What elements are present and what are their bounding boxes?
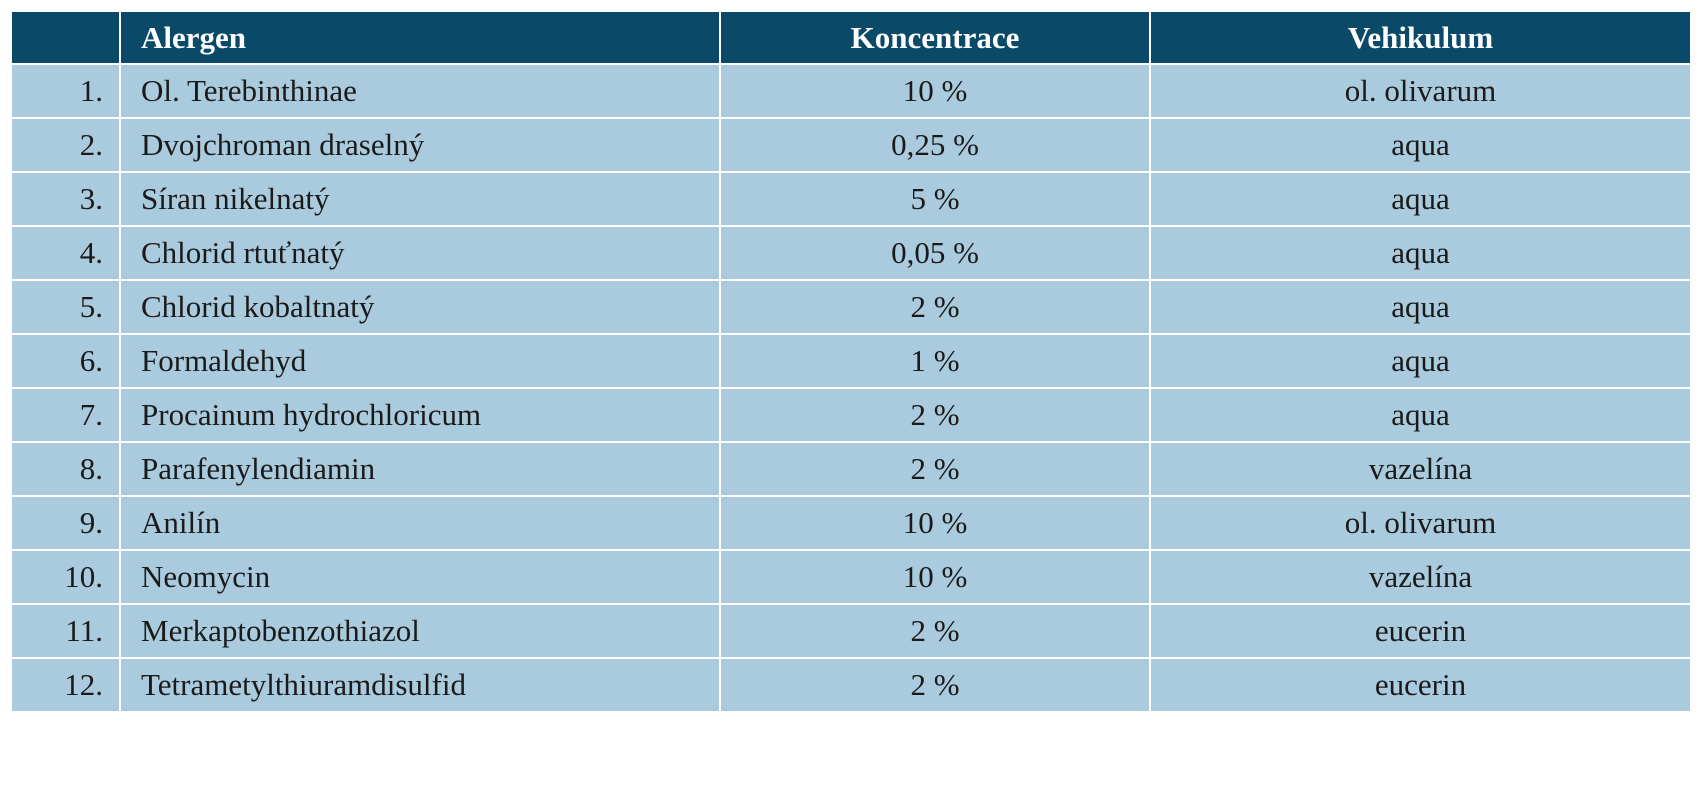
table-row: 4. Chlorid rtuťnatý 0,05 % aqua xyxy=(12,226,1690,281)
vehikulum-cell: vazelína xyxy=(1150,442,1690,497)
vehikulum-cell: vazelína xyxy=(1150,550,1690,605)
header-alergen: Alergen xyxy=(120,12,721,65)
vehikulum-cell: ol. olivarum xyxy=(1150,496,1690,551)
alergen-cell: Formaldehyd xyxy=(120,334,721,389)
vehikulum-cell: eucerin xyxy=(1150,658,1690,711)
row-number: 5. xyxy=(12,280,121,335)
vehikulum-cell: aqua xyxy=(1150,388,1690,443)
vehikulum-cell: eucerin xyxy=(1150,604,1690,659)
row-number: 10. xyxy=(12,550,121,605)
vehikulum-cell: aqua xyxy=(1150,172,1690,227)
alergen-cell: Neomycin xyxy=(120,550,721,605)
row-number: 6. xyxy=(12,334,121,389)
row-number: 11. xyxy=(12,604,121,659)
table-row: 1. Ol. Terebinthinae 10 % ol. olivarum xyxy=(12,64,1690,119)
row-number: 9. xyxy=(12,496,121,551)
koncentrace-cell: 2 % xyxy=(720,658,1151,711)
alergen-cell: Chlorid rtuťnatý xyxy=(120,226,721,281)
table-row: 9. Anilín 10 % ol. olivarum xyxy=(12,496,1690,551)
table-row: 8. Parafenylendiamin 2 % vazelína xyxy=(12,442,1690,497)
alergen-cell: Ol. Terebinthinae xyxy=(120,64,721,119)
header-vehikulum: Vehikulum xyxy=(1150,12,1690,65)
alergen-cell: Síran nikelnatý xyxy=(120,172,721,227)
vehikulum-cell: aqua xyxy=(1150,118,1690,173)
alergen-cell: Chlorid kobaltnatý xyxy=(120,280,721,335)
row-number: 3. xyxy=(12,172,121,227)
koncentrace-cell: 10 % xyxy=(720,64,1151,119)
header-row: Alergen Koncentrace Vehikulum xyxy=(12,12,1690,65)
koncentrace-cell: 10 % xyxy=(720,496,1151,551)
row-number: 8. xyxy=(12,442,121,497)
allergen-table-container: Alergen Koncentrace Vehikulum 1. Ol. Tere… xyxy=(12,12,1690,711)
koncentrace-cell: 1 % xyxy=(720,334,1151,389)
table-body: 1. Ol. Terebinthinae 10 % ol. olivarum 2. Dvo… xyxy=(12,64,1690,711)
alergen-cell: Anilín xyxy=(120,496,721,551)
koncentrace-cell: 2 % xyxy=(720,280,1151,335)
koncentrace-cell: 0,25 % xyxy=(720,118,1151,173)
row-number: 1. xyxy=(12,64,121,119)
vehikulum-cell: aqua xyxy=(1150,226,1690,281)
alergen-cell: Dvojchroman draselný xyxy=(120,118,721,173)
vehikulum-cell: ol. olivarum xyxy=(1150,64,1690,119)
vehikulum-cell: aqua xyxy=(1150,280,1690,335)
alergen-cell: Parafenylendiamin xyxy=(120,442,721,497)
header-number xyxy=(12,12,121,65)
row-number: 12. xyxy=(12,658,121,711)
table-row: 5. Chlorid kobaltnatý 2 % aqua xyxy=(12,280,1690,335)
alergen-cell: Tetrametylthiuramdisulfid xyxy=(120,658,721,711)
koncentrace-cell: 0,05 % xyxy=(720,226,1151,281)
alergen-cell: Merkaptobenzothiazol xyxy=(120,604,721,659)
vehikulum-cell: aqua xyxy=(1150,334,1690,389)
koncentrace-cell: 2 % xyxy=(720,604,1151,659)
row-number: 4. xyxy=(12,226,121,281)
table-row: 11. Merkaptobenzothiazol 2 % eucerin xyxy=(12,604,1690,659)
table-row: 3. Síran nikelnatý 5 % aqua xyxy=(12,172,1690,227)
koncentrace-cell: 10 % xyxy=(720,550,1151,605)
alergen-cell: Procainum hydrochloricum xyxy=(120,388,721,443)
koncentrace-cell: 2 % xyxy=(720,388,1151,443)
koncentrace-cell: 5 % xyxy=(720,172,1151,227)
table-header: Alergen Koncentrace Vehikulum xyxy=(12,12,1690,65)
table-row: 6. Formaldehyd 1 % aqua xyxy=(12,334,1690,389)
koncentrace-cell: 2 % xyxy=(720,442,1151,497)
row-number: 2. xyxy=(12,118,121,173)
header-koncentrace: Koncentrace xyxy=(720,12,1151,65)
table-row: 12. Tetrametylthiuramdisulfid 2 % eucerin xyxy=(12,658,1690,711)
table-row: 7. Procainum hydrochloricum 2 % aqua xyxy=(12,388,1690,443)
table-row: 2. Dvojchroman draselný 0,25 % aqua xyxy=(12,118,1690,173)
table-row: 10. Neomycin 10 % vazelína xyxy=(12,550,1690,605)
row-number: 7. xyxy=(12,388,121,443)
allergen-table: Alergen Koncentrace Vehikulum 1. Ol. Tere… xyxy=(12,12,1690,711)
